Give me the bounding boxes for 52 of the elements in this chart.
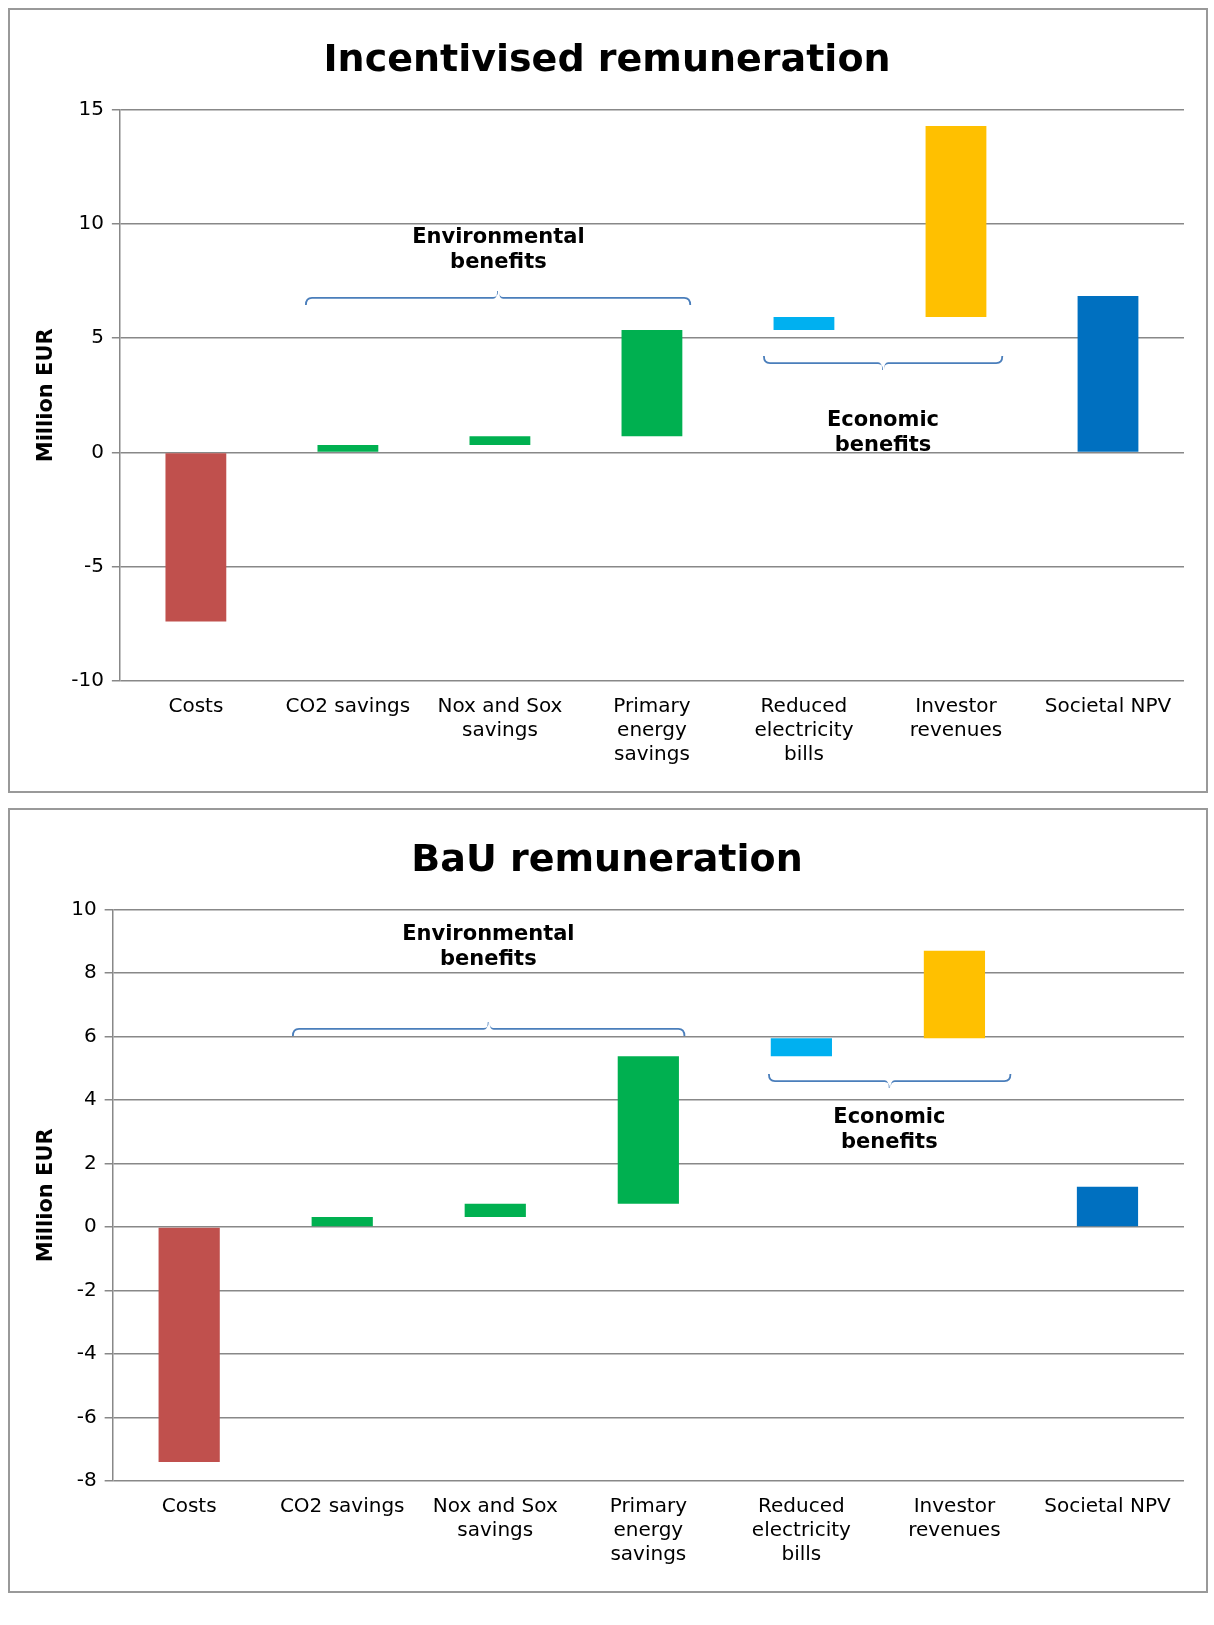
y-tick-label: 8 xyxy=(83,959,97,984)
y-axis-title: Million EUR xyxy=(33,328,58,463)
x-tick-label: Societal NPV xyxy=(1044,1493,1172,1518)
x-tick-label: Primary energy savings xyxy=(609,1493,688,1566)
annotation: Economic benefits xyxy=(832,1103,947,1154)
x-tick-label: Reduced electricity bills xyxy=(751,1493,852,1566)
y-axis-title: Million EUR xyxy=(33,1128,58,1263)
y-tick-label: 15 xyxy=(78,95,104,120)
y-tick-label: -10 xyxy=(71,667,104,692)
y-tick-label: -4 xyxy=(76,1340,97,1365)
annotation: Environmental benefits xyxy=(401,921,576,972)
annotation: Economic benefits xyxy=(825,406,941,457)
y-tick-label: 4 xyxy=(83,1086,97,1111)
y-tick-label: -8 xyxy=(76,1467,97,1492)
bar xyxy=(1077,295,1139,452)
x-tick-label: Primary energy savings xyxy=(613,693,691,766)
x-tick-label: Nox and Sox savings xyxy=(432,1493,558,1542)
x-tick-label: Costs xyxy=(161,1493,217,1518)
bar xyxy=(317,444,379,452)
bar xyxy=(621,329,683,437)
bar xyxy=(923,950,986,1039)
bar xyxy=(469,436,531,445)
bar xyxy=(770,1038,832,1057)
y-tick-label: 0 xyxy=(83,1213,97,1238)
x-tick-label: Investor revenues xyxy=(908,1493,1001,1542)
x-tick-label: CO2 savings xyxy=(285,693,411,718)
y-tick-label: 5 xyxy=(91,324,104,349)
bar xyxy=(165,453,227,622)
x-tick-label: Costs xyxy=(168,693,224,718)
bar xyxy=(464,1203,526,1217)
bar xyxy=(617,1056,679,1204)
x-tick-label: CO2 savings xyxy=(279,1493,405,1518)
bar xyxy=(773,316,835,330)
x-tick-label: Nox and Sox savings xyxy=(437,693,563,742)
annotation: Environmental benefits xyxy=(411,223,586,274)
y-tick-label: -5 xyxy=(83,552,104,577)
y-tick-label: 10 xyxy=(71,895,97,920)
y-tick-label: 6 xyxy=(83,1022,97,1047)
bar xyxy=(1076,1186,1139,1227)
y-tick-label: 0 xyxy=(91,438,104,463)
chart-title: Incentivised remuneration xyxy=(323,35,891,80)
y-tick-label: -2 xyxy=(76,1276,97,1301)
x-tick-label: Societal NPV xyxy=(1044,693,1172,718)
y-tick-label: -6 xyxy=(76,1403,97,1428)
x-tick-label: Reduced electricity bills xyxy=(754,693,854,766)
y-tick-label: 2 xyxy=(83,1149,97,1174)
bar xyxy=(925,126,987,317)
bar xyxy=(158,1227,220,1462)
y-tick-label: 10 xyxy=(78,210,104,235)
chart-title: BaU remuneration xyxy=(411,835,803,880)
x-tick-label: Investor revenues xyxy=(909,693,1003,742)
bar xyxy=(311,1216,373,1227)
